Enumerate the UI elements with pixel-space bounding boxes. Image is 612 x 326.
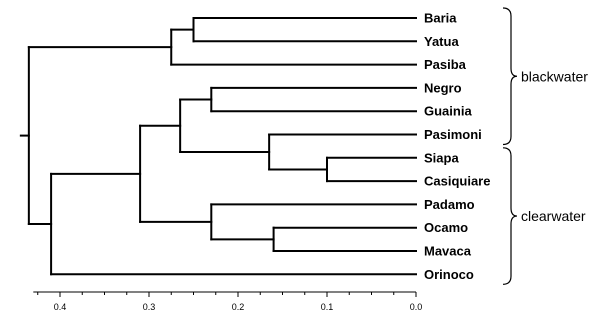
leaf-label: Guainia [424, 104, 472, 119]
leaf-labels: Baria Yatua Pasiba Negro Guainia Pasimoni Siap… [424, 11, 490, 282]
leaf-label: Orinoco [424, 267, 474, 282]
distance-axis: 0.4 0.3 0.2 0.1 0.0 [33, 291, 423, 312]
leaf-label: Siapa [424, 150, 459, 165]
leaf-label: Pasimoni [424, 127, 482, 142]
dendrogram-branches [19, 17, 417, 276]
group-brace [502, 7, 518, 146]
leaf-label: Pasiba [424, 57, 467, 72]
leaf-label: Mavaca [424, 244, 472, 259]
tick-label: 0.2 [232, 302, 245, 312]
leaf-label: Baria [424, 11, 457, 26]
group-label: blackwater [521, 68, 588, 84]
leaf-label: Yatua [424, 34, 459, 49]
tick-label: 0.4 [54, 302, 67, 312]
leaf-label: Padamo [424, 197, 475, 212]
leaf-label: Negro [424, 80, 462, 95]
leaf-label: Ocamo [424, 220, 468, 235]
tick-label: 0.1 [321, 302, 334, 312]
group-brace [502, 147, 518, 285]
leaf-label: Casiquiare [424, 174, 490, 189]
group-braces: blackwater clearwater [502, 7, 588, 285]
tick-label: 0.0 [410, 302, 423, 312]
group-label: clearwater [521, 208, 586, 224]
tick-label: 0.3 [143, 302, 156, 312]
